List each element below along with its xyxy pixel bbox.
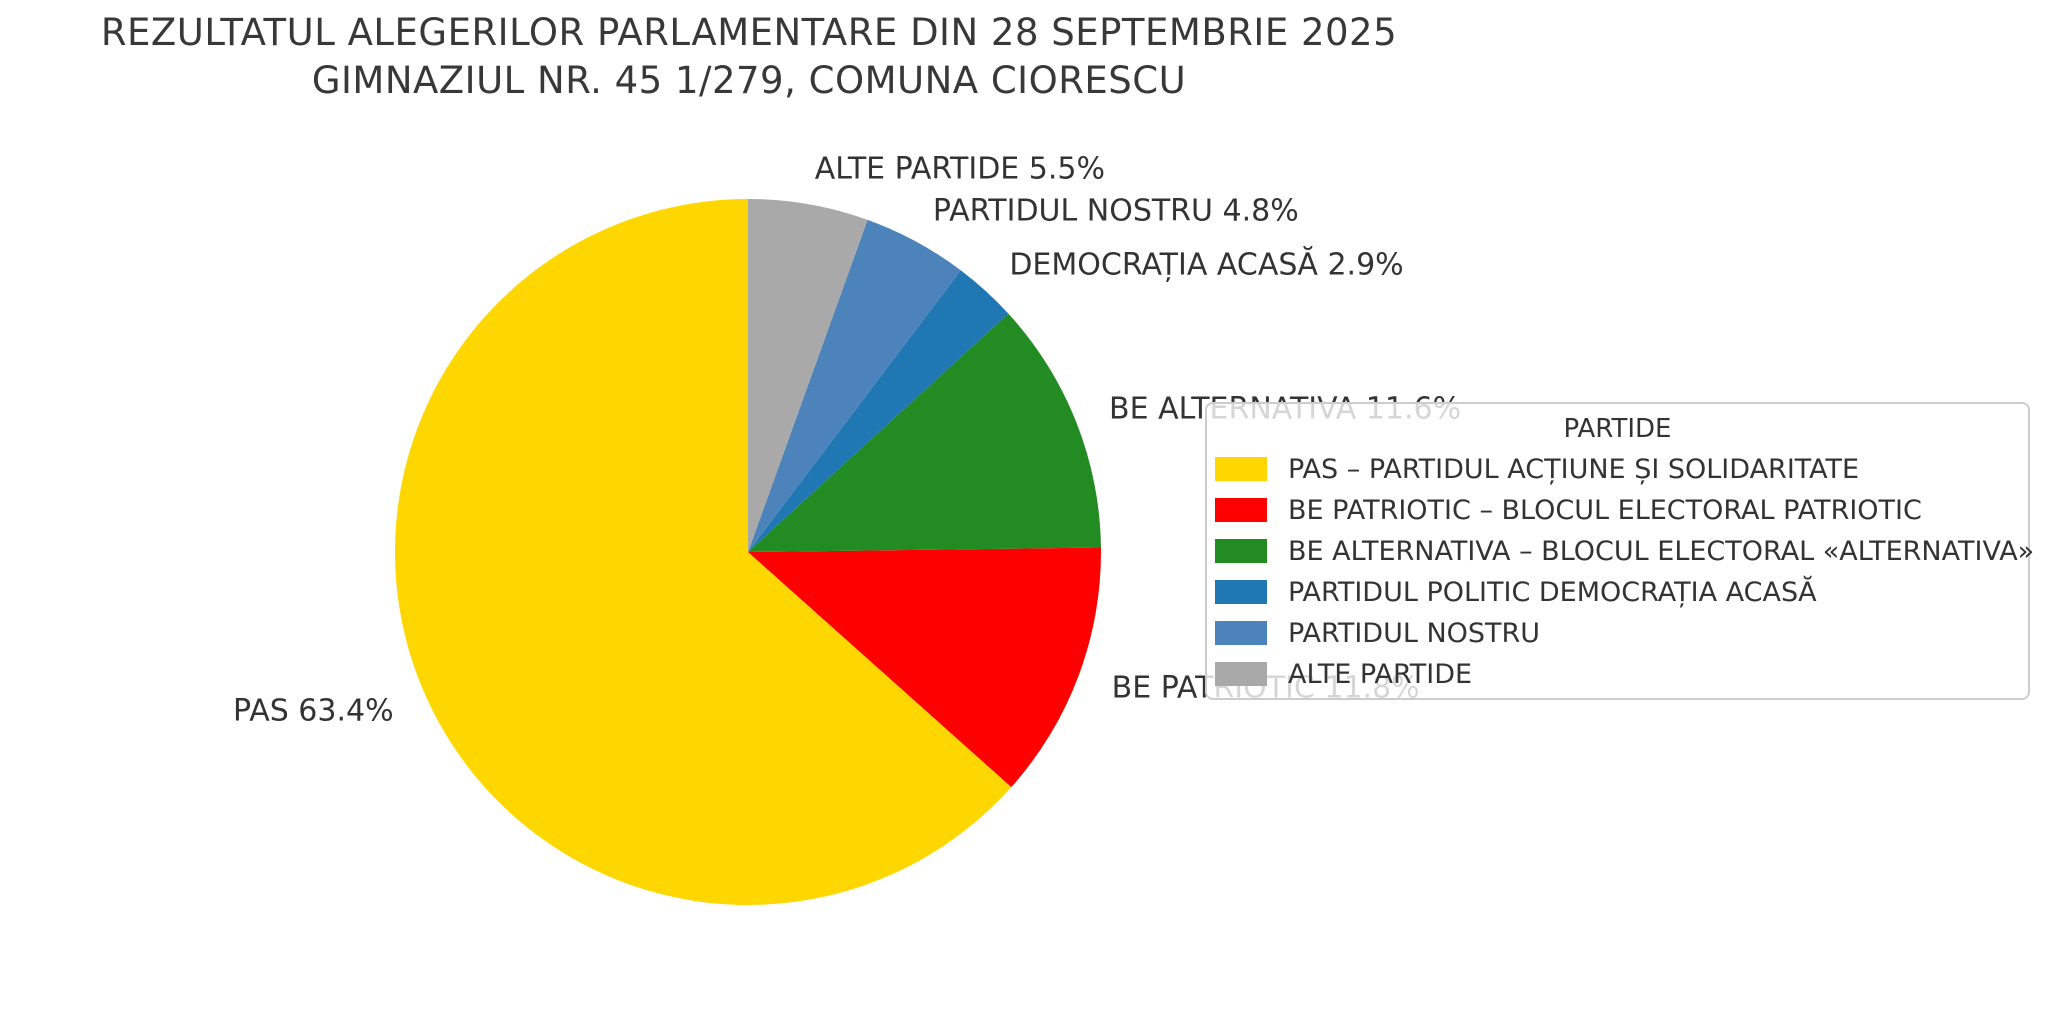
pie-slice-democratia-acasa (748, 270, 1009, 552)
legend-item-label: PARTIDUL NOSTRU (1288, 617, 1541, 649)
legend-title: PARTIDE (1563, 414, 1672, 444)
legend-item-partidul-nostru: PARTIDUL NOSTRU (1215, 618, 2028, 649)
pie-slice-be-alternativa (748, 313, 1101, 552)
legend-item-pas: PAS – PARTIDUL ACȚIUNE ȘI SOLIDARITATE (1215, 454, 2028, 485)
legend-item-alte-partide: ALTE PARTIDE (1215, 659, 2028, 690)
legend-color-swatch (1215, 662, 1267, 686)
legend-items: PAS – PARTIDUL ACȚIUNE ȘI SOLIDARITATE BE… (1207, 445, 2034, 690)
chart-title: REZULTATUL ALEGERILOR PARLAMENTARE DIN 2… (0, 9, 1498, 105)
legend-item-label: BE PATRIOTIC – BLOCUL ELECTORAL PATRIOTI… (1288, 494, 1922, 526)
legend-item-label: PAS – PARTIDUL ACȚIUNE ȘI SOLIDARITATE (1288, 453, 1860, 485)
chart-title-line1: REZULTATUL ALEGERILOR PARLAMENTARE DIN 2… (100, 11, 1398, 54)
legend-item-label: PARTIDUL POLITIC DEMOCRAȚIA ACASĂ (1288, 576, 1817, 608)
legend-color-swatch (1215, 498, 1267, 522)
legend-item-be-alternativa: BE ALTERNATIVA – BLOCUL ELECTORAL «ALTER… (1215, 536, 2034, 567)
slice-label-pas: PAS 63.4% (233, 693, 394, 729)
chart-title-line2: GIMNAZIUL NR. 45 1/279, COMUNA CIORESCU (311, 59, 1187, 102)
legend-color-swatch (1215, 580, 1267, 604)
legend-color-swatch (1215, 457, 1267, 481)
pie-slice-alte-partide (748, 199, 868, 552)
slice-label-democratia-acasa: DEMOCRAȚIA ACASĂ 2.9% (1009, 247, 1404, 283)
legend-item-be-patriotic: BE PATRIOTIC – BLOCUL ELECTORAL PATRIOTI… (1215, 495, 2028, 526)
legend: PARTIDE PAS – PARTIDUL ACȚIUNE ȘI SOLIDA… (1205, 402, 2034, 700)
legend-item-label: ALTE PARTIDE (1288, 658, 1473, 690)
legend-item-label: BE ALTERNATIVA – BLOCUL ELECTORAL «ALTER… (1288, 535, 2035, 567)
slice-label-partidul-nostru: PARTIDUL NOSTRU 4.8% (932, 193, 1299, 229)
pie-slice-partidul-nostru (748, 219, 961, 552)
slice-label-alte-partide: ALTE PARTIDE 5.5% (814, 151, 1106, 187)
legend-color-swatch (1215, 539, 1267, 563)
pie-slice-pas (395, 199, 1012, 906)
pie-slice-be-patriotic (748, 547, 1101, 788)
legend-item-democratia-acasa: PARTIDUL POLITIC DEMOCRAȚIA ACASĂ (1215, 577, 2028, 608)
legend-color-swatch (1215, 621, 1267, 645)
